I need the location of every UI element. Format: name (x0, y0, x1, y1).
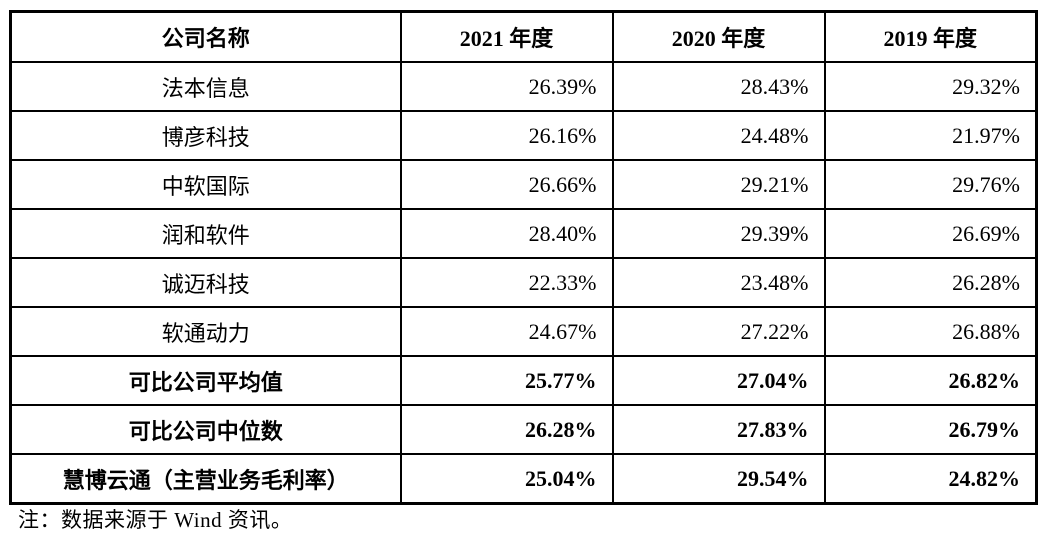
company-name-cell: 慧博云通（主营业务毛利率） (9, 453, 402, 505)
header-row: 公司名称 2021 年度 2020 年度 2019 年度 (9, 10, 1038, 63)
table-row: 博彦科技 26.16% 24.48% 21.97% (9, 110, 1038, 161)
value-cell-2019: 26.82% (823, 355, 1038, 406)
value-cell-2021: 26.66% (399, 159, 614, 210)
company-name-cell: 中软国际 (9, 159, 402, 210)
value-cell-2020: 29.21% (611, 159, 826, 210)
company-name-cell: 润和软件 (9, 208, 402, 259)
value-cell-2019: 26.69% (823, 208, 1038, 259)
value-cell-2020: 27.04% (611, 355, 826, 406)
table-row: 中软国际 26.66% 29.21% 29.76% (9, 159, 1038, 210)
value-cell-2019: 21.97% (823, 110, 1038, 161)
value-cell-2019: 24.82% (823, 453, 1038, 505)
gross-margin-comparison-table: 公司名称 2021 年度 2020 年度 2019 年度 法本信息 26.39%… (9, 10, 1038, 505)
column-header-2020: 2020 年度 (611, 10, 826, 63)
summary-row-average: 可比公司平均值 25.77% 27.04% 26.82% (9, 355, 1038, 406)
column-header-2021: 2021 年度 (399, 10, 614, 63)
value-cell-2020: 23.48% (611, 257, 826, 308)
value-cell-2020: 28.43% (611, 61, 826, 112)
table-row: 法本信息 26.39% 28.43% 29.32% (9, 61, 1038, 112)
summary-row-issuer: 慧博云通（主营业务毛利率） 25.04% 29.54% 24.82% (9, 453, 1038, 505)
value-cell-2019: 29.32% (823, 61, 1038, 112)
value-cell-2019: 26.79% (823, 404, 1038, 455)
column-header-company-name: 公司名称 (9, 10, 402, 63)
value-cell-2020: 27.22% (611, 306, 826, 357)
company-name-cell: 博彦科技 (9, 110, 402, 161)
company-name-cell: 法本信息 (9, 61, 402, 112)
company-name-cell: 可比公司中位数 (9, 404, 402, 455)
value-cell-2021: 26.28% (399, 404, 614, 455)
company-name-cell: 可比公司平均值 (9, 355, 402, 406)
value-cell-2021: 26.39% (399, 61, 614, 112)
column-header-2019: 2019 年度 (823, 10, 1038, 63)
value-cell-2021: 22.33% (399, 257, 614, 308)
value-cell-2020: 27.83% (611, 404, 826, 455)
company-name-cell: 软通动力 (9, 306, 402, 357)
gross-margin-table-container: 公司名称 2021 年度 2020 年度 2019 年度 法本信息 26.39%… (9, 10, 1038, 505)
table-note: 注：数据来源于 Wind 资讯。 (18, 508, 293, 532)
value-cell-2021: 25.77% (399, 355, 614, 406)
summary-row-median: 可比公司中位数 26.28% 27.83% 26.79% (9, 404, 1038, 455)
table-row: 诚迈科技 22.33% 23.48% 26.28% (9, 257, 1038, 308)
value-cell-2019: 29.76% (823, 159, 1038, 210)
value-cell-2021: 24.67% (399, 306, 614, 357)
value-cell-2020: 29.39% (611, 208, 826, 259)
table-row: 软通动力 24.67% 27.22% 26.88% (9, 306, 1038, 357)
value-cell-2019: 26.88% (823, 306, 1038, 357)
value-cell-2021: 25.04% (399, 453, 614, 505)
value-cell-2021: 28.40% (399, 208, 614, 259)
value-cell-2020: 29.54% (611, 453, 826, 505)
company-name-cell: 诚迈科技 (9, 257, 402, 308)
value-cell-2019: 26.28% (823, 257, 1038, 308)
value-cell-2021: 26.16% (399, 110, 614, 161)
table-row: 润和软件 28.40% 29.39% 26.69% (9, 208, 1038, 259)
value-cell-2020: 24.48% (611, 110, 826, 161)
